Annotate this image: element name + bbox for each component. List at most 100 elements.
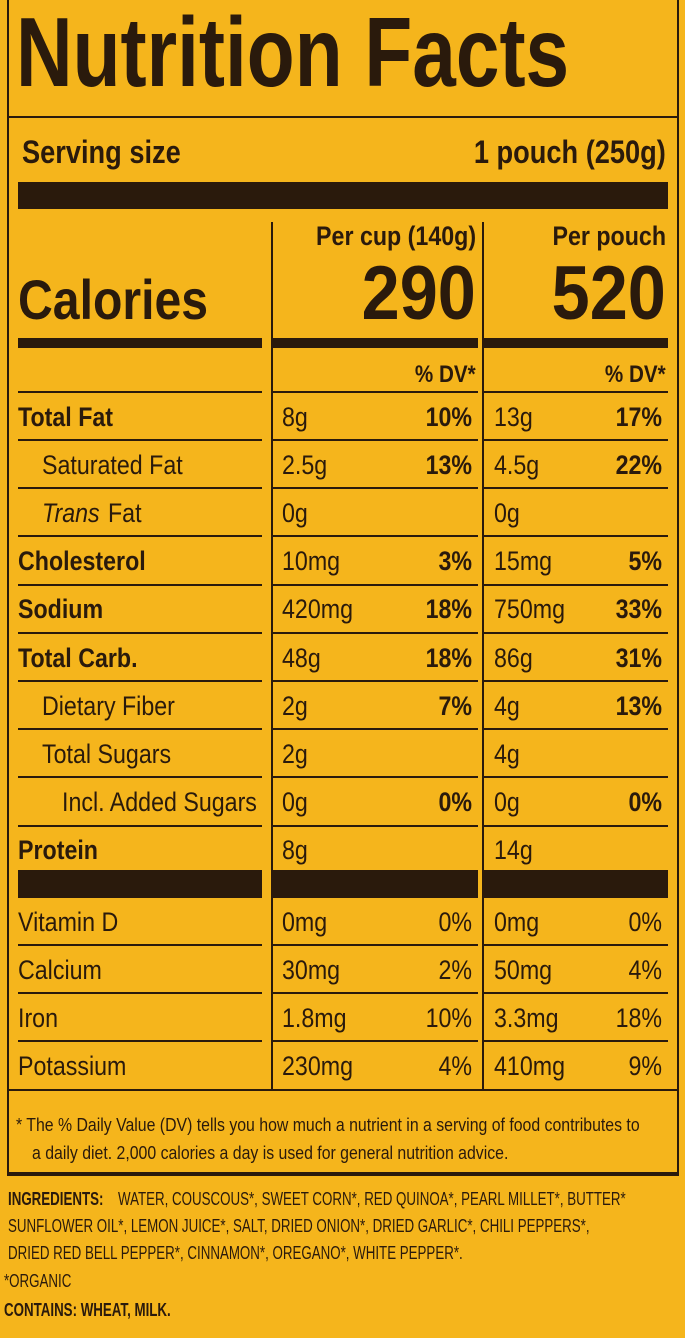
- row-rule: [272, 1040, 478, 1042]
- calories-label: Calories: [18, 268, 209, 331]
- contains: CONTAINS: WHEAT, MILK.: [4, 1300, 171, 1320]
- row-rule: [18, 439, 262, 441]
- serving-value: 1 pouch (250g): [474, 134, 666, 170]
- row-rule: [484, 776, 668, 779]
- nutrient-label: Saturated Fat: [42, 449, 183, 480]
- amount: 230mg: [282, 1050, 354, 1081]
- amount: 3.3mg: [494, 1002, 559, 1033]
- amount: 420mg: [282, 594, 354, 625]
- row-rule: [484, 487, 668, 490]
- row-rule: [272, 535, 478, 538]
- nutrient-label: Total Sugars: [42, 738, 172, 769]
- calories-value: 520: [551, 251, 666, 336]
- row-rule: [272, 944, 478, 946]
- percent-dv: 4%: [628, 954, 662, 985]
- ingredients-text: DRIED RED BELL PEPPER*, CINNAMON*, OREGA…: [8, 1243, 463, 1263]
- vitamin-label: Calcium: [18, 954, 102, 985]
- percent-dv: 2%: [438, 954, 472, 985]
- table-rule: [8, 1089, 678, 1091]
- row-rule: [272, 631, 478, 634]
- nutrient-label: Protein: [18, 835, 98, 866]
- label-border-right: [677, 0, 679, 1176]
- calories-rule: [272, 338, 478, 348]
- amount: 410mg: [494, 1050, 566, 1081]
- amount: 2g: [282, 690, 308, 721]
- nutrient-label-italic: Trans: [42, 497, 100, 528]
- percent-dv: 0%: [628, 787, 662, 818]
- organic-note: *ORGANIC: [4, 1271, 72, 1291]
- vitamin-label: Iron: [18, 1002, 59, 1033]
- row-rule: [18, 728, 262, 731]
- footnote: a daily diet. 2,000 calories a day is us…: [32, 1143, 509, 1163]
- row-rule: [272, 992, 478, 994]
- amount: 0g: [282, 497, 308, 528]
- column-header: Per pouch: [552, 220, 666, 251]
- amount: 50mg: [494, 954, 553, 985]
- percent-dv: 10%: [425, 401, 472, 432]
- thick-bar: [18, 182, 668, 209]
- label-bottom-rule: [8, 1172, 679, 1176]
- calories-value: 290: [361, 251, 476, 336]
- row-rule: [18, 583, 262, 586]
- row-rule: [18, 487, 262, 490]
- amount: 0g: [494, 497, 520, 528]
- row-rule: [18, 776, 262, 779]
- row-rule: [484, 583, 668, 586]
- row-rule: [18, 680, 262, 682]
- footnote: * The % Daily Value (DV) tells you how m…: [16, 1115, 640, 1135]
- dv-header: % DV*: [415, 361, 476, 388]
- percent-dv: 22%: [615, 449, 662, 480]
- row-rule: [272, 583, 478, 586]
- row-rule: [484, 728, 668, 731]
- thick-bar: [272, 870, 478, 898]
- row-rule: [18, 992, 262, 994]
- nutrient-label: Sodium: [18, 594, 104, 625]
- amount: 15mg: [494, 546, 553, 577]
- amount: 14g: [494, 835, 533, 866]
- row-rule: [484, 944, 668, 946]
- row-rule: [18, 824, 262, 827]
- percent-dv: 0%: [438, 906, 472, 937]
- ingredients-label: INGREDIENTS:: [8, 1189, 104, 1209]
- ingredients-text: SUNFLOWER OIL*, LEMON JUICE*, SALT, DRIE…: [8, 1216, 590, 1236]
- amount: 1.8mg: [282, 1002, 347, 1033]
- title-rule: [8, 116, 678, 118]
- row-rule: [484, 391, 668, 393]
- row-rule: [272, 824, 478, 827]
- percent-dv: 18%: [425, 594, 472, 625]
- row-rule: [484, 1040, 668, 1042]
- percent-dv: 18%: [425, 642, 472, 673]
- column-header: Per cup (140g): [315, 220, 476, 251]
- dv-header: % DV*: [605, 361, 666, 388]
- amount: 8g: [282, 835, 308, 866]
- row-rule: [272, 680, 478, 682]
- row-rule: [484, 535, 668, 538]
- percent-dv: 5%: [628, 546, 662, 577]
- amount: 4g: [494, 690, 520, 721]
- amount: 10mg: [282, 546, 341, 577]
- amount: 4g: [494, 738, 520, 769]
- row-rule: [18, 1040, 262, 1042]
- column-divider: [482, 222, 484, 1090]
- row-rule: [484, 680, 668, 682]
- nutrient-label: Dietary Fiber: [42, 690, 175, 721]
- percent-dv: 0%: [438, 787, 472, 818]
- row-rule: [484, 992, 668, 994]
- row-rule: [272, 776, 478, 779]
- amount: 86g: [494, 642, 533, 673]
- ingredients-text: WATER, COUSCOUS*, SWEET CORN*, RED QUINO…: [118, 1189, 626, 1209]
- row-rule: [272, 728, 478, 731]
- row-rule: [272, 439, 478, 441]
- percent-dv: 0%: [628, 906, 662, 937]
- amount: 48g: [282, 642, 321, 673]
- serving-label: Serving size: [22, 134, 181, 170]
- percent-dv: 4%: [438, 1050, 472, 1081]
- vitamin-label: Vitamin D: [18, 906, 119, 937]
- row-rule: [272, 391, 478, 393]
- row-rule: [18, 944, 262, 946]
- percent-dv: 13%: [425, 449, 472, 480]
- title: Nutrition Facts: [16, 0, 570, 107]
- amount: 30mg: [282, 954, 341, 985]
- nutrient-label: Incl. Added Sugars: [62, 787, 257, 818]
